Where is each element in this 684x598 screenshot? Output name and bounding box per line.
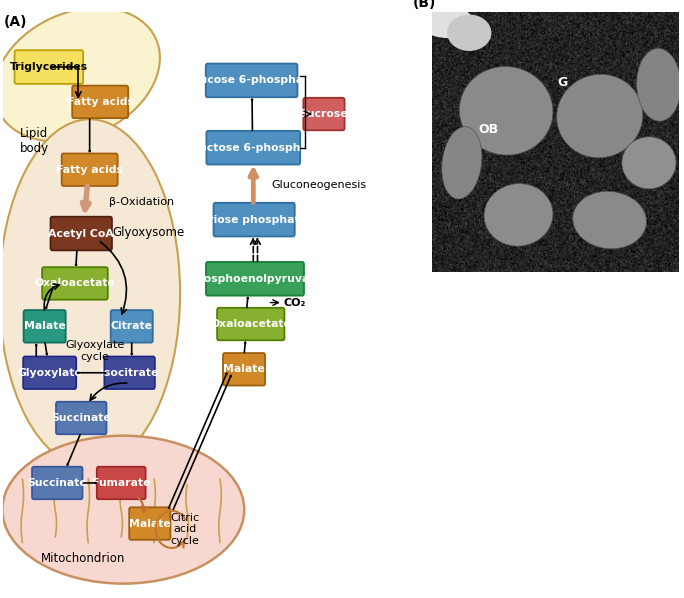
FancyBboxPatch shape	[32, 466, 83, 499]
FancyBboxPatch shape	[111, 310, 153, 343]
Text: Fumarate: Fumarate	[92, 478, 150, 488]
FancyBboxPatch shape	[62, 154, 118, 186]
Text: Mitochondrion: Mitochondrion	[41, 552, 126, 565]
Text: β-Oxidation: β-Oxidation	[109, 197, 174, 208]
Text: Citrate: Citrate	[111, 321, 153, 331]
Text: Glucose 6-phosphate: Glucose 6-phosphate	[187, 75, 316, 86]
Text: G: G	[557, 76, 568, 89]
Ellipse shape	[460, 66, 553, 155]
Text: Fatty acids: Fatty acids	[67, 97, 133, 107]
FancyBboxPatch shape	[223, 353, 265, 386]
FancyBboxPatch shape	[24, 310, 66, 343]
Text: Citric
acid
cycle: Citric acid cycle	[170, 512, 200, 546]
Text: Glyoxylate
cycle: Glyoxylate cycle	[66, 340, 124, 362]
Text: Oxaloacetate: Oxaloacetate	[211, 319, 291, 329]
Text: Sucrose: Sucrose	[300, 109, 348, 119]
FancyBboxPatch shape	[129, 507, 170, 540]
Text: CO₂: CO₂	[283, 298, 306, 307]
Ellipse shape	[557, 74, 643, 158]
FancyBboxPatch shape	[23, 356, 76, 389]
Text: (A): (A)	[3, 15, 27, 29]
FancyBboxPatch shape	[206, 262, 304, 295]
Text: Succinate: Succinate	[51, 413, 111, 423]
Ellipse shape	[2, 436, 244, 584]
FancyBboxPatch shape	[73, 86, 128, 118]
Text: Triose phosphate: Triose phosphate	[202, 215, 306, 225]
Text: Phosphoenolpyruvate: Phosphoenolpyruvate	[188, 274, 322, 284]
FancyBboxPatch shape	[213, 203, 295, 236]
Ellipse shape	[637, 48, 681, 121]
Text: Isocitrate: Isocitrate	[101, 368, 159, 378]
FancyBboxPatch shape	[206, 63, 298, 97]
Text: OB: OB	[479, 123, 499, 136]
FancyBboxPatch shape	[56, 402, 107, 434]
Text: Acetyl CoA: Acetyl CoA	[49, 228, 114, 239]
Text: Succinate: Succinate	[27, 478, 87, 488]
Text: Gluconeogenesis: Gluconeogenesis	[272, 180, 367, 190]
Ellipse shape	[573, 191, 646, 249]
FancyBboxPatch shape	[105, 356, 155, 389]
Text: Malate: Malate	[24, 321, 66, 331]
FancyBboxPatch shape	[42, 267, 108, 300]
Ellipse shape	[420, 7, 474, 38]
FancyBboxPatch shape	[14, 50, 83, 84]
Ellipse shape	[0, 119, 180, 467]
Ellipse shape	[447, 14, 491, 51]
Text: Triglycerides: Triglycerides	[10, 62, 88, 72]
Text: Malate: Malate	[129, 518, 171, 529]
Text: Glyoxysome: Glyoxysome	[112, 226, 185, 239]
Text: Fructose 6-phosphate: Fructose 6-phosphate	[187, 143, 320, 152]
Text: (B): (B)	[412, 0, 436, 10]
Text: Oxaloacetate: Oxaloacetate	[34, 279, 116, 288]
Ellipse shape	[0, 8, 160, 142]
Text: Malate: Malate	[223, 364, 265, 374]
FancyBboxPatch shape	[97, 466, 146, 499]
FancyBboxPatch shape	[217, 308, 285, 340]
FancyBboxPatch shape	[303, 98, 345, 130]
FancyBboxPatch shape	[51, 216, 112, 251]
Ellipse shape	[622, 137, 676, 189]
FancyBboxPatch shape	[207, 131, 300, 164]
Text: Lipid
body: Lipid body	[19, 127, 49, 155]
Ellipse shape	[442, 127, 482, 199]
Text: Glyoxylate: Glyoxylate	[17, 368, 82, 378]
Ellipse shape	[484, 184, 553, 246]
Text: Fatty acids: Fatty acids	[56, 164, 123, 175]
